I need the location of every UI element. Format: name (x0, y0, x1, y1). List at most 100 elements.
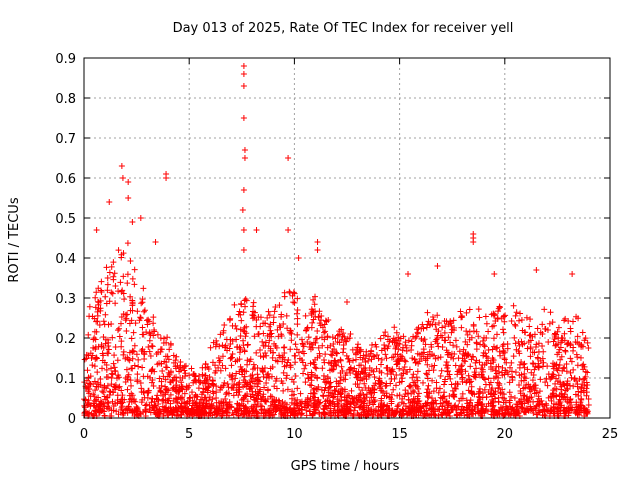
data-point (369, 341, 376, 348)
data-point (435, 389, 442, 396)
data-point (131, 342, 138, 349)
data-point (478, 365, 485, 372)
data-point (561, 330, 568, 337)
data-point (240, 187, 247, 193)
data-point (148, 342, 155, 349)
data-point (303, 407, 310, 414)
data-point (308, 369, 315, 376)
data-point (464, 341, 471, 348)
data-point (291, 299, 298, 306)
data-point (570, 383, 577, 390)
data-point (512, 312, 519, 319)
data-point (103, 394, 110, 401)
data-point (209, 396, 216, 403)
data-point (322, 328, 329, 335)
data-point (435, 343, 442, 350)
data-point (551, 331, 558, 338)
data-point (142, 402, 149, 409)
data-point (452, 362, 459, 369)
data-point (265, 375, 272, 382)
data-point (411, 389, 418, 396)
data-point (163, 359, 170, 366)
data-point (146, 318, 153, 325)
data-point (580, 361, 587, 368)
data-point (179, 384, 186, 391)
data-point (255, 381, 262, 388)
data-point (368, 406, 375, 413)
data-point (154, 361, 161, 368)
data-point (189, 389, 196, 396)
data-point (113, 408, 120, 415)
data-point (127, 293, 134, 300)
data-point (342, 337, 349, 344)
data-point (312, 407, 319, 414)
data-point (384, 402, 391, 409)
data-point (205, 384, 212, 391)
data-point (461, 412, 468, 419)
y-tick-label: 0.5 (55, 212, 76, 227)
data-point (489, 402, 496, 409)
data-point (375, 355, 382, 362)
data-point (264, 314, 271, 321)
data-point (410, 379, 417, 386)
data-point (388, 407, 395, 414)
data-point (222, 391, 229, 398)
data-point (150, 383, 157, 390)
data-point (336, 339, 343, 346)
data-point (505, 371, 512, 378)
data-point (554, 405, 561, 412)
data-point (329, 348, 336, 355)
data-point (562, 315, 569, 322)
data-point (134, 371, 141, 378)
data-point (93, 227, 100, 233)
data-point (250, 366, 257, 373)
data-point (424, 386, 431, 393)
data-point (174, 408, 181, 415)
data-point (137, 379, 144, 386)
data-point (527, 388, 534, 395)
data-point (516, 317, 523, 324)
data-point (271, 399, 278, 406)
data-point (360, 403, 367, 410)
data-point (286, 288, 293, 295)
data-point (352, 356, 359, 363)
data-point (399, 375, 406, 382)
data-point (321, 387, 328, 394)
data-point (358, 362, 365, 369)
data-point (210, 390, 217, 397)
data-point (239, 207, 246, 213)
data-point (541, 306, 548, 313)
data-point (444, 365, 451, 371)
data-point (551, 361, 558, 368)
data-point (90, 391, 97, 398)
data-point (378, 356, 385, 363)
data-point (253, 316, 260, 323)
data-point (233, 336, 240, 343)
data-point (335, 380, 342, 387)
data-point (458, 314, 465, 321)
data-point (186, 410, 193, 417)
data-point (512, 340, 519, 347)
data-point (388, 354, 395, 361)
data-point (553, 341, 560, 348)
data-point (440, 399, 447, 406)
data-point (92, 345, 99, 352)
data-point (147, 352, 154, 359)
data-point (361, 380, 368, 387)
data-point (355, 341, 362, 348)
data-point (517, 361, 524, 368)
data-point (257, 402, 264, 409)
data-point (363, 351, 370, 358)
data-point (352, 381, 359, 388)
data-point (492, 395, 499, 402)
data-point (371, 353, 378, 360)
data-point (498, 369, 505, 376)
data-point (437, 400, 444, 407)
data-point (355, 397, 362, 404)
data-point (273, 344, 280, 351)
data-point (147, 409, 154, 416)
data-point (193, 404, 200, 411)
data-point (158, 360, 165, 367)
data-point (535, 363, 542, 370)
data-point (284, 407, 291, 414)
